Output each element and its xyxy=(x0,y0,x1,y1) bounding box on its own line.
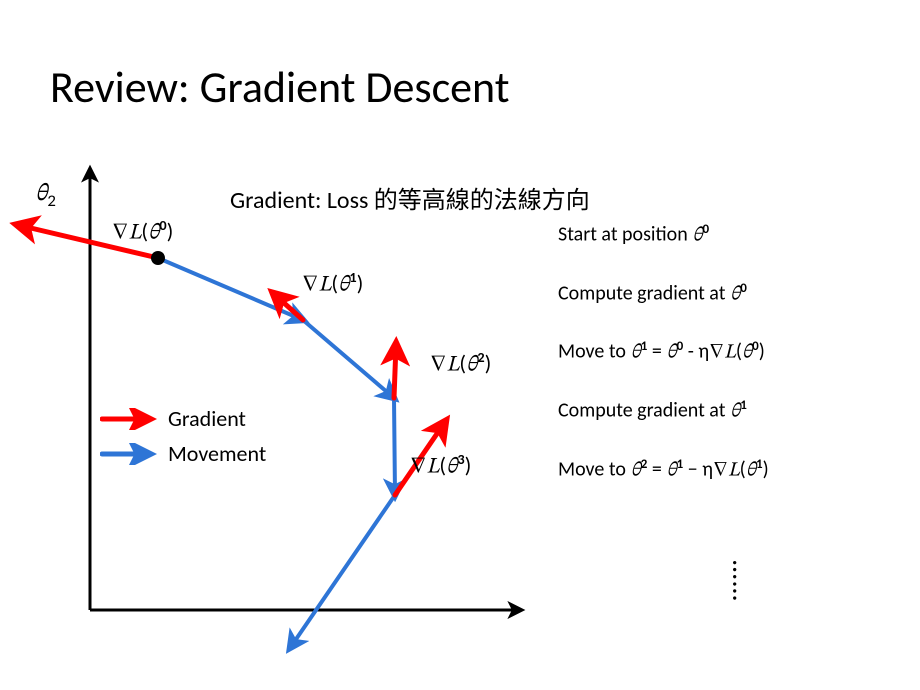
steps-list: Start at position θ0 Compute gradient at … xyxy=(558,222,769,515)
diagram-label: ∇L(θ2) xyxy=(430,348,491,379)
step-item: Start at position θ0 xyxy=(558,222,769,249)
ellipsis: …… xyxy=(725,560,760,603)
diagram-label: ∇L(θ3) xyxy=(410,450,471,481)
diagram-label: ∇L(θ0) xyxy=(112,216,173,247)
legend-arrow-movement-icon xyxy=(100,443,162,465)
step-item: Compute gradient at θ0 xyxy=(558,281,769,308)
legend: Gradient Movement xyxy=(100,405,266,475)
step-item: Move to θ1 = θ0 - η∇L(θ0) xyxy=(558,339,769,366)
step-item: Move to θ2 = θ1 − η∇L(θ1) xyxy=(558,457,769,484)
gradient-descent-diagram: θ2 ∇L(θ0) ∇L(θ1) ∇L(θ2) ∇L(θ3) xyxy=(0,150,560,675)
legend-movement-label: Movement xyxy=(168,440,266,467)
slide: Review: Gradient Descent Gradient: Loss … xyxy=(0,0,920,690)
diagram-labels: θ2 ∇L(θ0) ∇L(θ1) ∇L(θ2) ∇L(θ3) xyxy=(0,150,560,670)
legend-row-gradient: Gradient xyxy=(100,405,266,432)
page-title: Review: Gradient Descent xyxy=(50,60,510,114)
diagram-label: ∇L(θ1) xyxy=(302,268,363,299)
legend-gradient-label: Gradient xyxy=(168,405,246,432)
legend-arrow-gradient-icon xyxy=(100,408,162,430)
legend-row-movement: Movement xyxy=(100,440,266,467)
step-item: Compute gradient at θ1 xyxy=(558,398,769,425)
diagram-label: θ2 xyxy=(35,178,56,211)
